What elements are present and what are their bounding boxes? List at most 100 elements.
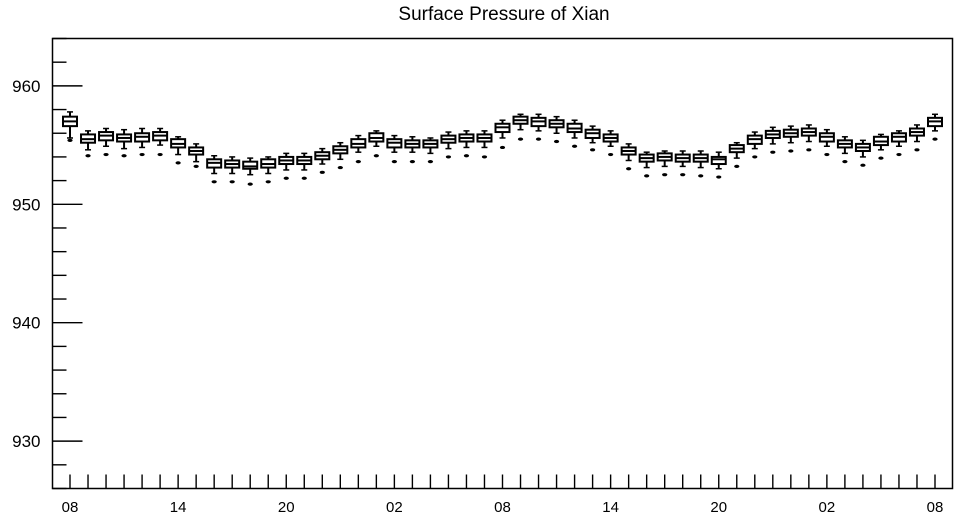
- box-outlier: [878, 156, 884, 160]
- box-outlier: [301, 176, 307, 180]
- x-axis: 08 14 20 02 08 14 20 02 08: [62, 474, 944, 516]
- plot-frame: [51, 37, 954, 490]
- chart-title: Surface Pressure of Xian: [398, 4, 610, 25]
- y-tick-label: 940: [12, 314, 40, 333]
- box-item: [260, 156, 277, 184]
- box-outlier: [337, 165, 343, 170]
- box-item: [80, 130, 97, 158]
- box-outlier: [409, 160, 415, 164]
- box-item: [422, 137, 439, 164]
- box-outlier: [121, 154, 127, 158]
- box-item: [836, 136, 853, 164]
- box-item: [98, 127, 115, 157]
- box-outlier: [319, 170, 325, 174]
- box-outlier: [626, 167, 632, 171]
- box-item: [512, 113, 529, 141]
- box-item: [854, 139, 871, 167]
- box-outlier: [157, 152, 163, 157]
- y-axis: 930 940 950 960: [12, 37, 83, 490]
- box-outlier: [842, 160, 848, 164]
- box-outlier: [535, 137, 542, 141]
- box-outlier: [644, 174, 650, 178]
- box-outlier: [662, 173, 668, 177]
- x-tick-label: 20: [278, 499, 295, 516]
- box-outlier: [373, 154, 379, 158]
- box-item: [494, 119, 511, 150]
- box-outlier: [752, 155, 758, 159]
- box-outlier: [824, 152, 830, 157]
- box-item: [584, 125, 601, 152]
- box-item: [332, 141, 349, 170]
- box-outlier: [445, 155, 452, 159]
- box-item: [458, 130, 475, 158]
- box-item: [656, 150, 673, 177]
- box-item: [152, 127, 169, 157]
- box-item: [890, 130, 907, 157]
- box-item: [908, 124, 925, 152]
- y-tick-label: 960: [12, 77, 40, 96]
- box-item: [242, 157, 259, 186]
- box-outlier: [499, 145, 506, 150]
- box-item: [782, 125, 799, 153]
- box-outlier: [391, 160, 397, 164]
- box-item: [386, 134, 403, 164]
- x-tick-label: 08: [62, 499, 79, 516]
- box-outlier: [211, 180, 217, 184]
- box-outlier: [860, 163, 866, 167]
- box-outlier: [734, 164, 740, 168]
- box-item: [548, 115, 565, 144]
- box-outlier: [914, 148, 920, 152]
- box-item: [314, 147, 331, 174]
- box-outlier: [265, 180, 271, 184]
- box-item: [728, 141, 745, 168]
- box-outlier: [283, 176, 289, 180]
- box-item: [278, 152, 295, 180]
- box-outlier: [716, 175, 722, 179]
- box-outlier: [427, 160, 434, 164]
- box-item: [927, 113, 943, 141]
- box-item: [350, 134, 367, 164]
- box-item: [530, 113, 547, 141]
- box-item: [872, 133, 889, 160]
- box-item: [440, 131, 457, 159]
- box-item: [62, 111, 78, 142]
- box-outlier: [103, 152, 109, 157]
- box-outlier: [571, 144, 578, 148]
- box-item: [134, 127, 151, 157]
- box-item: [800, 124, 817, 152]
- box-outlier: [139, 152, 145, 157]
- box-outlier: [517, 137, 524, 141]
- box-item: [224, 156, 241, 184]
- box-outlier: [175, 161, 181, 165]
- box-outlier: [770, 150, 776, 154]
- y-tick-label: 950: [12, 195, 40, 214]
- box-outlier: [806, 148, 812, 152]
- x-tick-label: 20: [710, 499, 727, 516]
- x-tick-label: 08: [927, 499, 944, 516]
- box-item: [602, 130, 619, 157]
- box-item: [566, 119, 583, 148]
- box-item: [746, 131, 763, 159]
- box-outlier: [553, 139, 560, 144]
- y-tick-label: 930: [12, 432, 40, 451]
- box-outlier: [896, 152, 902, 157]
- box-outlier: [85, 154, 91, 158]
- x-tick-label: 14: [170, 499, 187, 516]
- box-outlier: [463, 154, 470, 158]
- box-outlier: [590, 148, 596, 152]
- box-outlier: [355, 160, 361, 164]
- box-outlier: [229, 180, 235, 184]
- box-outlier: [680, 173, 686, 177]
- x-tick-label: 14: [602, 499, 619, 516]
- box-item: [404, 136, 421, 164]
- box-item: [674, 150, 691, 177]
- box-series: [62, 111, 943, 186]
- box-item: [368, 130, 385, 158]
- box-item: [764, 126, 781, 154]
- box-outlier: [481, 155, 488, 159]
- x-tick-label: 02: [819, 499, 836, 516]
- box-item: [206, 154, 223, 184]
- box-outlier: [932, 137, 938, 141]
- box-item: [476, 130, 493, 159]
